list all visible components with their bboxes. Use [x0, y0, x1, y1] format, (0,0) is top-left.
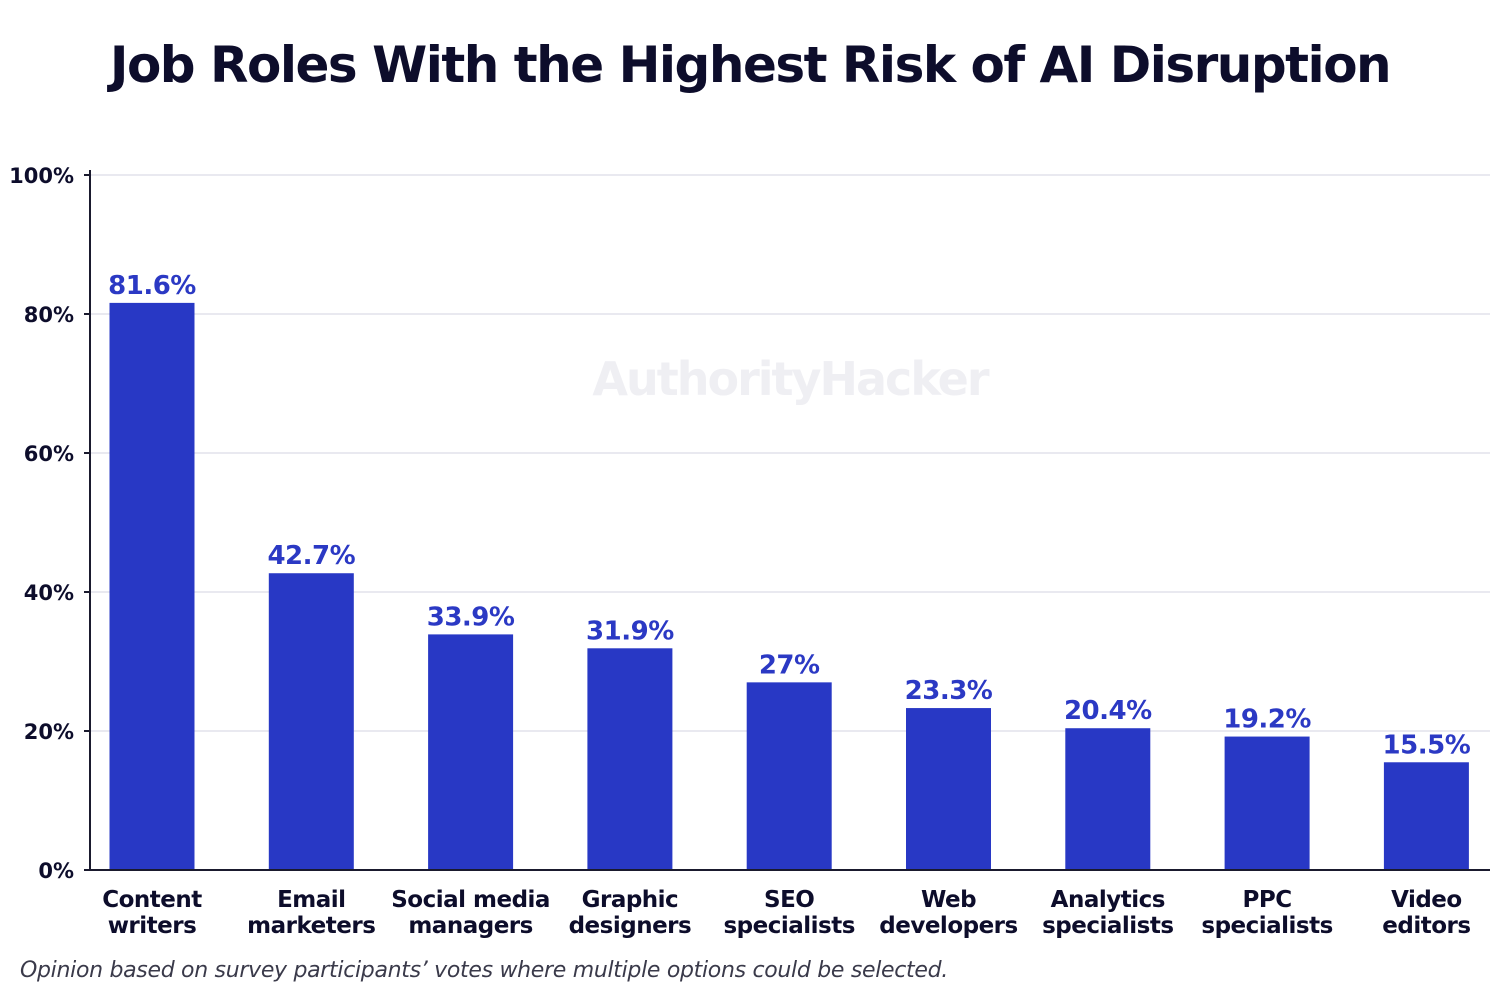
y-tick-label: 100% — [9, 164, 74, 188]
bar — [268, 573, 354, 870]
bars — [109, 302, 1469, 870]
x-tick-label: specialists — [723, 913, 854, 939]
x-tick-label: Graphic — [582, 887, 679, 913]
bar — [587, 648, 673, 870]
x-tick-label: Email — [277, 887, 345, 913]
data-label: 31.9% — [586, 616, 674, 646]
y-tick-label: 80% — [24, 303, 74, 327]
data-label: 27% — [759, 650, 820, 680]
x-tick-label: SEO — [764, 887, 814, 913]
x-tick-label: managers — [408, 913, 532, 939]
bar — [1065, 728, 1151, 870]
y-tick-label: 20% — [24, 720, 74, 744]
data-label: 19.2% — [1223, 705, 1311, 735]
bar — [1383, 762, 1469, 870]
bar — [109, 302, 195, 870]
x-tick-label: specialists — [1042, 913, 1173, 939]
x-tick-label: specialists — [1201, 913, 1332, 939]
footnote: Opinion based on survey participants’ vo… — [20, 958, 948, 983]
x-tick-label: Analytics — [1051, 887, 1165, 913]
x-tick-label: Video — [1391, 887, 1462, 913]
data-label: 81.6% — [108, 271, 196, 301]
watermark-logo: AuthorityHacker — [592, 352, 989, 406]
x-tick-label: writers — [108, 913, 197, 939]
axes — [84, 170, 1490, 871]
y-tick-label: 40% — [24, 581, 74, 605]
x-tick-label: editors — [1382, 913, 1470, 939]
x-tick-label: designers — [569, 913, 692, 939]
x-tick-label: marketers — [247, 913, 375, 939]
data-label: 23.3% — [905, 676, 993, 706]
data-label: 20.4% — [1064, 696, 1152, 726]
x-tick-label: Content — [102, 887, 202, 913]
data-label: 42.7% — [267, 541, 355, 571]
chart-title: Job Roles With the Highest Risk of AI Di… — [109, 36, 1392, 94]
x-tick-label: Web — [921, 887, 976, 913]
data-label: 33.9% — [427, 602, 515, 632]
bar — [1224, 736, 1310, 870]
bar — [428, 634, 514, 870]
y-tick-label: 60% — [24, 442, 74, 466]
bar — [746, 682, 832, 870]
data-label: 15.5% — [1383, 730, 1471, 760]
bar — [906, 708, 991, 870]
x-tick-label: PPC — [1243, 887, 1292, 913]
x-tick-label: Social media — [391, 887, 550, 913]
x-tick-label: developers — [879, 913, 1017, 939]
y-tick-label: 0% — [38, 859, 74, 883]
